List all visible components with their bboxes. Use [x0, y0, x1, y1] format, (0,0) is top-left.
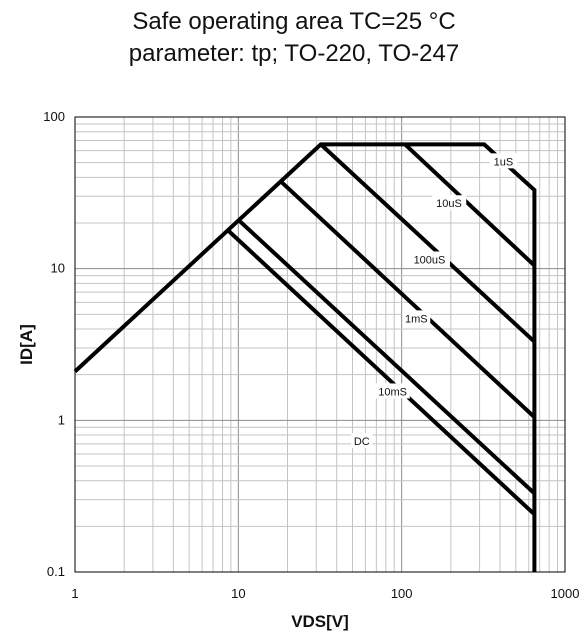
series-line-10us	[403, 142, 536, 267]
y-tick-label: 10	[51, 261, 65, 276]
curve-label-bg	[431, 195, 467, 211]
series-line-1ms	[278, 179, 536, 419]
curve-label: 1uS	[494, 156, 514, 168]
curve-label-bg	[375, 383, 410, 399]
curve-label-bg	[489, 153, 518, 169]
curve-label: 1mS	[405, 313, 428, 325]
series-line-10ms	[236, 218, 536, 495]
curve-label: 10uS	[436, 198, 462, 210]
y-tick-label: 100	[43, 109, 65, 124]
x-tick-label: 10	[231, 586, 245, 601]
y-tick-label: 0.1	[47, 564, 65, 579]
series-line-dc	[226, 228, 536, 516]
curve-labels: 1uS 10uS 100uS 1mS 10mS DC	[351, 153, 518, 449]
chart-subtitle: parameter: tp; TO-220, TO-247	[128, 40, 460, 67]
grid	[74, 117, 565, 573]
curve-label-bg	[351, 433, 373, 449]
tick-labels: 1 10 100 1000 0.1 1 10 100	[43, 109, 579, 601]
y-axis-label: ID[A]	[17, 324, 36, 365]
chart-title: Safe operating area TC=25 °C	[132, 8, 456, 35]
series-line-100us	[319, 142, 536, 344]
curve-label-bg	[402, 310, 431, 326]
x-axis-label: VDS[V]	[291, 612, 349, 631]
curve-label: DC	[354, 436, 370, 448]
curve-label: 100uS	[414, 254, 446, 266]
plot-frame	[74, 116, 566, 573]
curve-label-bg	[408, 251, 450, 267]
y-tick-label: 1	[58, 412, 65, 427]
x-tick-label: 100	[391, 586, 413, 601]
x-tick-label: 1	[71, 586, 78, 601]
series-lines	[73, 142, 537, 572]
curve-label: 10mS	[378, 386, 407, 398]
x-tick-label: 1000	[551, 586, 580, 601]
